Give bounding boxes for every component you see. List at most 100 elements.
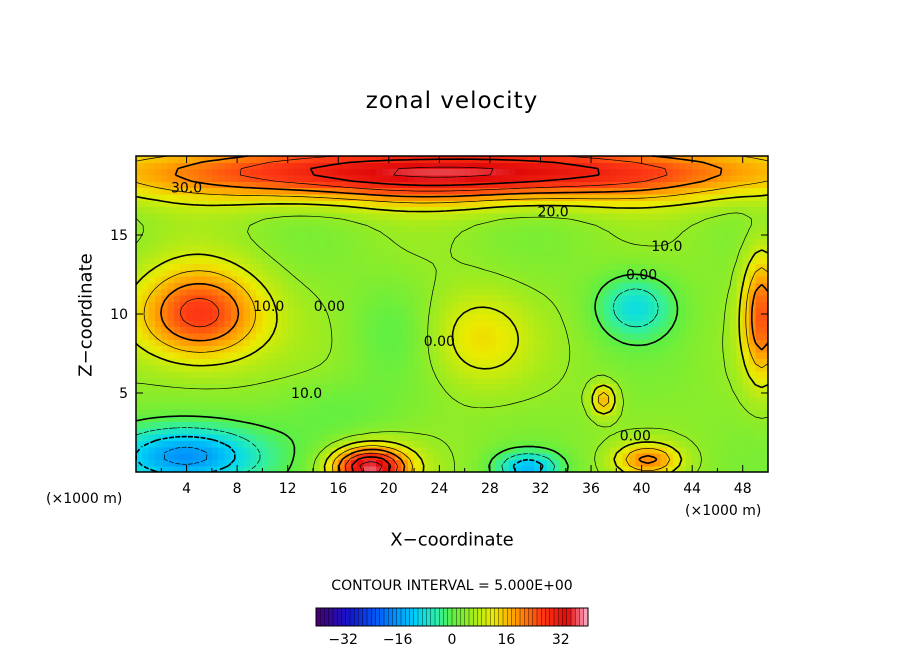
field-cell [382, 358, 390, 366]
field-cell [559, 200, 567, 208]
field-cell [565, 453, 573, 460]
field-cell [673, 364, 681, 372]
field-cell [749, 396, 756, 404]
field-cell [641, 396, 649, 404]
field-cell [660, 263, 668, 271]
field-cell [477, 276, 485, 283]
field-cell [173, 276, 181, 283]
field-cell [300, 383, 308, 391]
field-cell [711, 339, 719, 347]
field-cell [578, 288, 586, 296]
field-cell [192, 465, 200, 473]
field-cell [515, 238, 523, 246]
field-cell [262, 364, 270, 372]
field-cell [521, 219, 529, 227]
field-cell [508, 383, 516, 391]
field-cell [224, 225, 232, 233]
field-cell [230, 231, 238, 239]
field-cell [262, 389, 270, 397]
field-cell [647, 402, 655, 410]
field-cell [180, 187, 188, 195]
field-cell [527, 168, 535, 176]
field-cell [628, 370, 636, 378]
field-cell [553, 389, 561, 397]
field-cell [148, 459, 156, 467]
field-cell [483, 351, 491, 359]
field-cell [249, 269, 257, 277]
field-cell [597, 389, 605, 397]
field-cell [730, 307, 737, 315]
field-cell [616, 345, 624, 353]
field-cell [736, 377, 744, 385]
field-cell [199, 307, 207, 315]
field-cell [635, 225, 643, 233]
field-cell [666, 332, 674, 340]
field-cell [704, 377, 712, 385]
field-cell [553, 212, 561, 220]
field-cell [458, 187, 466, 195]
field-cell [230, 250, 238, 258]
field-cell [192, 187, 200, 195]
field-cell [420, 174, 428, 182]
field-cell [180, 244, 188, 252]
field-cell [445, 332, 453, 340]
field-cell [628, 434, 636, 441]
field-cell [218, 389, 226, 397]
field-cell [199, 427, 207, 435]
field-cell [439, 453, 447, 460]
field-cell [414, 377, 421, 385]
field-cell [610, 351, 617, 359]
field-cell [363, 389, 371, 397]
field-cell [559, 465, 567, 473]
field-cell [306, 453, 314, 460]
field-cell [597, 364, 605, 372]
field-cell [546, 168, 554, 176]
field-cell [230, 168, 238, 176]
field-cell [704, 174, 712, 182]
field-cell [641, 206, 649, 214]
field-cell [761, 219, 769, 227]
field-cell [483, 276, 491, 283]
field-cell [622, 200, 630, 208]
field-cell [458, 459, 466, 467]
field-cell [616, 263, 624, 271]
field-cell [464, 250, 472, 258]
field-cell [142, 453, 150, 460]
field-cell [591, 174, 598, 182]
field-cell [433, 314, 440, 321]
field-cell [445, 415, 453, 423]
field-cell [382, 339, 390, 347]
field-cell [584, 238, 592, 246]
field-cell [407, 326, 415, 334]
field-cell [477, 465, 485, 473]
field-cell [350, 187, 358, 195]
field-cell [591, 364, 598, 372]
field-cell [597, 358, 605, 366]
field-cell [243, 427, 251, 435]
field-cell [508, 364, 516, 372]
field-cell [736, 181, 744, 189]
field-cell [565, 320, 573, 328]
field-cell [673, 415, 681, 423]
field-cell [540, 187, 548, 195]
field-cell [704, 345, 712, 353]
field-cell [534, 282, 542, 290]
field-cell [553, 206, 561, 214]
field-cell [294, 421, 301, 429]
field-cell [338, 314, 346, 321]
field-cell [755, 200, 763, 208]
field-cell [218, 288, 226, 296]
field-cell [218, 326, 226, 334]
field-cell [755, 288, 763, 296]
field-cell [294, 446, 301, 454]
field-cell [559, 276, 567, 283]
field-cell [268, 212, 276, 220]
field-cell [622, 295, 630, 302]
field-cell [628, 257, 636, 265]
field-cell [666, 225, 674, 233]
field-cell [401, 434, 409, 441]
field-cell [388, 453, 396, 460]
field-cell [489, 212, 497, 220]
field-cell [350, 295, 358, 302]
field-cell [294, 320, 301, 328]
